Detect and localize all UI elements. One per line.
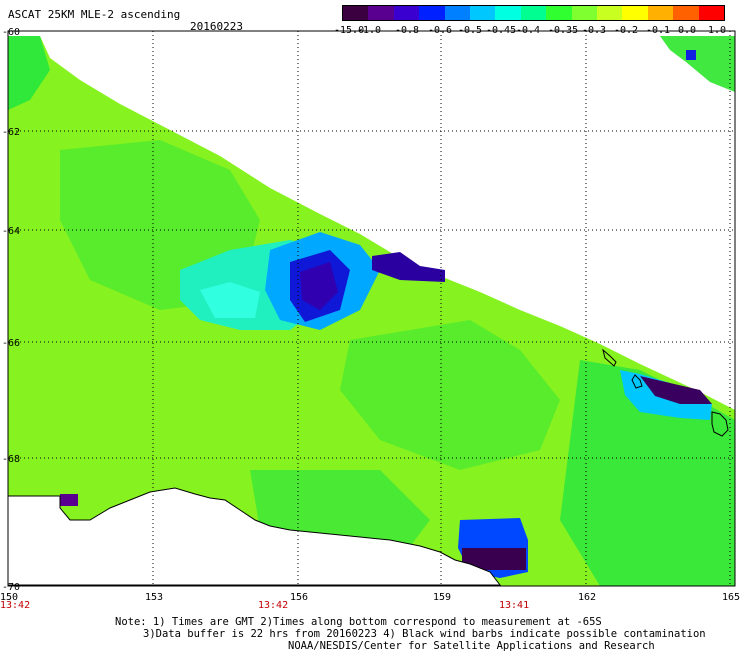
latitude-label: -68 [2, 454, 21, 465]
color-scale-segment [495, 6, 522, 20]
time-label: 13:42 [0, 600, 31, 611]
color-scale-segment [647, 6, 674, 20]
coastline-island-2 [631, 374, 643, 389]
color-scale-segment [673, 6, 700, 20]
color-scale-segment [343, 6, 369, 20]
time-label: 13:42 [258, 600, 289, 611]
color-scale-segment [698, 6, 725, 20]
antarctic-coastline [7, 487, 502, 586]
longitude-label: 153 [145, 592, 164, 603]
footer-note-3: NOAA/NESDIS/Center for Satellite Applica… [288, 640, 655, 652]
swath-data-layer [8, 36, 735, 586]
coastline-layer [7, 348, 729, 586]
color-scale-segment [470, 6, 496, 20]
coastline-island-3 [711, 411, 729, 437]
longitude-label: 162 [578, 592, 597, 603]
latitude-label: -70 [2, 582, 21, 593]
swath-cyan-core [200, 282, 260, 318]
color-scale-segment [419, 6, 446, 20]
coastline-island-1 [602, 348, 617, 367]
longitude-label: 165 [722, 592, 740, 603]
swath-cell [60, 494, 78, 506]
color-scale-segment [622, 6, 649, 20]
color-scale-segment [546, 6, 573, 20]
swath-patch [340, 320, 560, 470]
longitude-label: 159 [433, 592, 452, 603]
swath-dark-patch [462, 548, 526, 570]
swath-corner [660, 36, 735, 92]
longitude-label: 150 [0, 592, 19, 603]
latitude-label: -64 [2, 226, 21, 237]
map-title: ASCAT 25KM MLE-2 ascending [8, 8, 181, 21]
color-scale-segment [393, 6, 420, 20]
color-scale-segment [368, 6, 395, 20]
footer-note-2: 3)Data buffer is 22 hrs from 20160223 4)… [143, 628, 706, 640]
swath-dark-band [372, 252, 445, 282]
time-label: 13:41 [499, 600, 530, 611]
color-scale-segment [444, 6, 471, 20]
swath-patch [8, 36, 50, 110]
map-date: 20160223 [190, 20, 243, 33]
swath-dark-patch [640, 376, 712, 404]
longitude-label: 156 [290, 592, 309, 603]
color-scale-bar [342, 5, 725, 21]
latitude-label: -60 [2, 27, 21, 38]
map-frame [7, 30, 736, 587]
swath-blue-core [300, 262, 338, 310]
color-scale-segment [597, 6, 623, 20]
latitude-label: -62 [2, 127, 21, 138]
color-scale-segment [520, 6, 547, 20]
footer-note-1: Note: 1) Times are GMT 2)Times along bot… [115, 616, 602, 628]
latitude-label: -66 [2, 338, 21, 349]
color-scale-segment [571, 6, 598, 20]
swath-corner-cell [686, 50, 696, 60]
